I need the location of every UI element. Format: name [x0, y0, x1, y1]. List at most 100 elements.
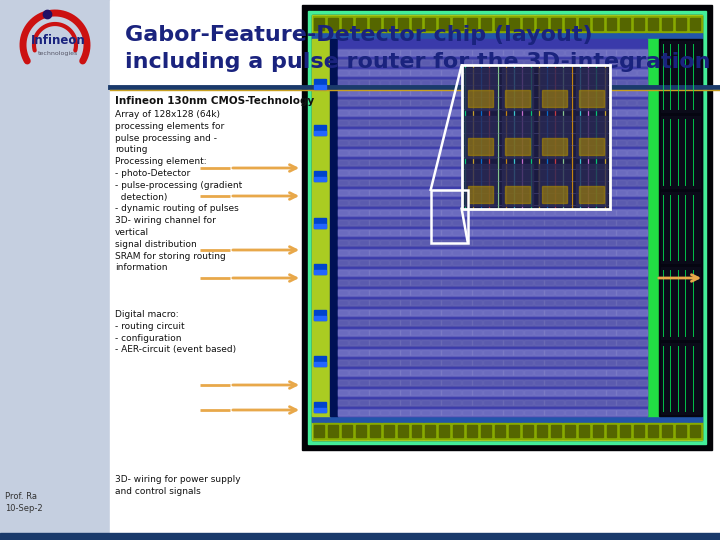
Bar — [369, 90, 379, 95]
Bar — [369, 180, 379, 185]
Bar — [359, 370, 369, 375]
Bar — [523, 350, 534, 355]
Bar — [379, 100, 390, 105]
Bar — [523, 330, 534, 335]
Bar — [523, 160, 534, 165]
Bar — [565, 200, 575, 205]
Bar — [338, 380, 348, 385]
Bar — [359, 360, 369, 365]
Bar — [314, 362, 326, 366]
Bar — [534, 380, 544, 385]
Bar — [534, 120, 544, 125]
Bar — [596, 120, 606, 125]
Bar — [451, 270, 462, 275]
Bar — [338, 139, 647, 146]
Bar — [606, 340, 616, 345]
Bar — [400, 190, 410, 195]
Bar — [481, 18, 491, 30]
Bar — [369, 230, 379, 235]
Bar — [637, 380, 647, 385]
Bar — [575, 240, 585, 245]
Bar — [441, 230, 451, 235]
Bar — [585, 290, 595, 295]
Bar — [462, 360, 472, 365]
Bar — [338, 269, 647, 276]
Bar — [410, 330, 420, 335]
Bar — [379, 280, 390, 285]
Bar — [472, 330, 482, 335]
Bar — [634, 18, 644, 30]
Bar — [492, 100, 503, 105]
Bar — [410, 150, 420, 155]
Bar — [369, 280, 379, 285]
Bar — [420, 330, 431, 335]
Bar — [648, 425, 658, 437]
Bar — [503, 240, 513, 245]
Bar — [462, 410, 472, 415]
Bar — [534, 160, 544, 165]
Bar — [596, 390, 606, 395]
Bar — [534, 340, 544, 345]
Bar — [503, 250, 513, 255]
Bar — [503, 170, 513, 175]
Bar — [431, 340, 441, 345]
Bar — [492, 260, 503, 265]
Bar — [575, 200, 585, 205]
Bar — [462, 50, 472, 55]
Bar — [400, 330, 410, 335]
Text: Infineon: Infineon — [31, 35, 86, 48]
Bar — [585, 100, 595, 105]
Bar — [554, 80, 564, 85]
Bar — [326, 16, 339, 32]
Bar — [637, 100, 647, 105]
Bar — [565, 360, 575, 365]
Bar — [637, 250, 647, 255]
Bar — [369, 330, 379, 335]
Bar — [554, 400, 564, 405]
Bar — [390, 280, 400, 285]
Bar — [368, 16, 381, 32]
Bar — [451, 16, 464, 32]
Bar — [396, 423, 409, 439]
Bar — [359, 320, 369, 325]
Bar — [565, 280, 575, 285]
Bar — [544, 180, 554, 185]
Bar — [390, 270, 400, 275]
Bar — [451, 90, 462, 95]
Bar — [626, 120, 636, 125]
Bar — [410, 350, 420, 355]
Bar — [503, 120, 513, 125]
Bar — [390, 160, 400, 165]
Bar — [348, 140, 359, 145]
Bar — [585, 230, 595, 235]
Bar — [462, 300, 472, 305]
Bar — [637, 300, 647, 305]
Bar — [400, 320, 410, 325]
Bar — [492, 160, 503, 165]
Bar — [534, 90, 544, 95]
Bar — [420, 110, 431, 115]
Bar — [410, 230, 420, 235]
Bar — [467, 18, 477, 30]
Bar — [472, 110, 482, 115]
Bar — [585, 330, 595, 335]
Bar — [513, 140, 523, 145]
Bar — [513, 70, 523, 75]
Bar — [410, 370, 420, 375]
Bar — [637, 290, 647, 295]
Bar — [410, 120, 420, 125]
Bar — [400, 180, 410, 185]
Bar — [472, 380, 482, 385]
Bar — [554, 90, 564, 95]
Bar — [390, 220, 400, 225]
Bar — [565, 320, 575, 325]
Bar — [359, 290, 369, 295]
Bar — [462, 190, 472, 195]
Bar — [554, 260, 564, 265]
Bar — [534, 60, 544, 65]
Bar — [451, 50, 462, 55]
Bar — [431, 210, 441, 215]
Bar — [637, 90, 647, 95]
Bar — [472, 290, 482, 295]
Bar — [523, 130, 534, 135]
